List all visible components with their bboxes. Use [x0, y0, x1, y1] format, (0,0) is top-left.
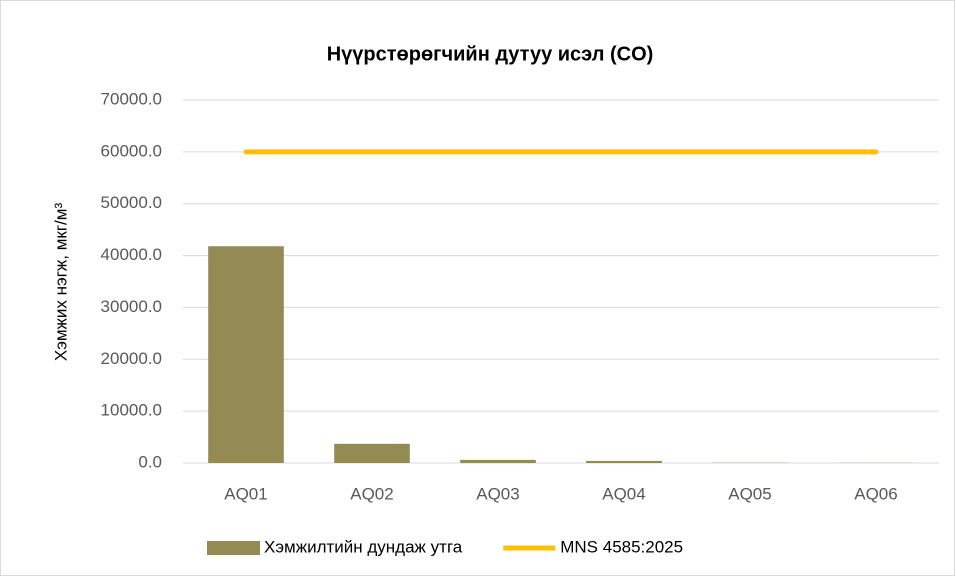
y-tick-label: 40000.0 — [101, 245, 162, 264]
x-tick-label: AQ06 — [854, 484, 897, 503]
y-axis-title: Хэмжих нэгж, мкг/м³ — [51, 203, 70, 362]
x-tick-label: AQ05 — [728, 484, 771, 503]
y-tick-label: 60000.0 — [101, 141, 162, 160]
chart-title: Нүүрстөрөгчийн дутуу исэл (CO) — [327, 43, 654, 65]
y-tick-label: 50000.0 — [101, 193, 162, 212]
x-tick-label: AQ01 — [224, 484, 267, 503]
bar — [208, 246, 284, 463]
y-tick-label: 30000.0 — [101, 297, 162, 316]
y-tick-label: 0.0 — [138, 452, 162, 471]
y-tick-label: 20000.0 — [101, 349, 162, 368]
legend-swatch — [207, 541, 260, 555]
y-tick-label: 10000.0 — [101, 401, 162, 420]
legend-label: MNS 4585:2025 — [560, 537, 683, 556]
x-tick-label: AQ03 — [476, 484, 519, 503]
bar — [460, 459, 536, 463]
bar — [334, 443, 410, 463]
x-tick-label: AQ04 — [602, 484, 645, 503]
x-tick-label: AQ02 — [350, 484, 393, 503]
legend-label: Хэмжилтийн дундаж утга — [264, 537, 463, 556]
y-tick-label: 70000.0 — [101, 89, 162, 108]
bar — [586, 460, 662, 463]
